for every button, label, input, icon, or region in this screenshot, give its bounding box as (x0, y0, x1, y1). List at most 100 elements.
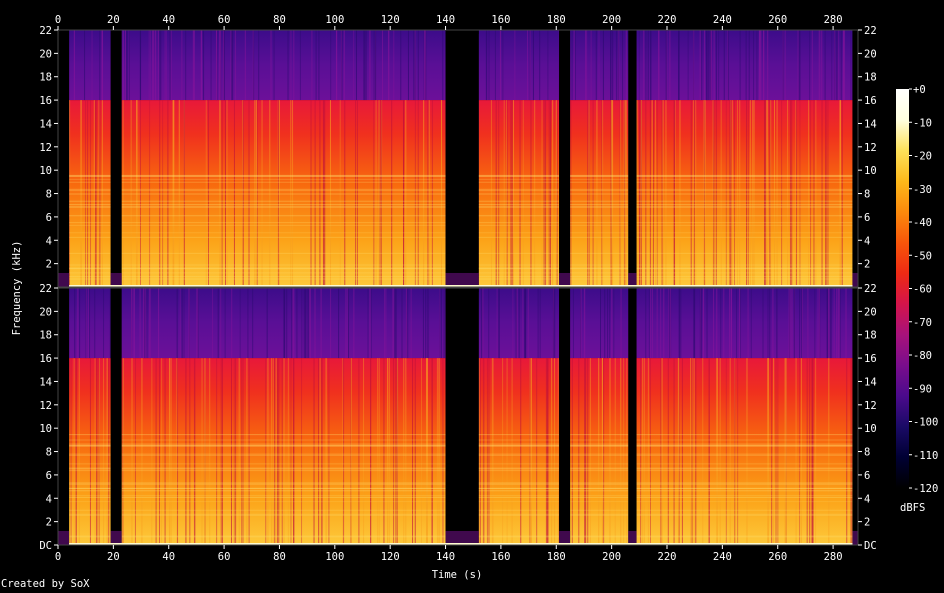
silent-segment (628, 288, 637, 545)
silent-segment-low (58, 272, 70, 287)
y-tick-label: 10 (39, 423, 52, 435)
y-tick-label: 12 (39, 400, 52, 412)
x-tick-label: 80 (273, 551, 286, 563)
y-tick-label: 4 (864, 493, 870, 505)
y-tick-label: 22 (864, 283, 877, 295)
y-tick-label: 20 (39, 306, 52, 318)
x-tick-label: 260 (768, 551, 787, 563)
colorbar-tick-label: -20 (913, 151, 932, 163)
y-tick-label: 20 (39, 48, 52, 60)
y-tick-label: 8 (46, 189, 52, 201)
x-tick-label: 260 (768, 14, 787, 26)
silent-segment (445, 288, 479, 545)
y-tick-label: 6 (46, 212, 52, 224)
y-tick-label: 14 (39, 118, 52, 130)
y-tick-label: 16 (864, 95, 877, 107)
x-tick-label: 100 (325, 14, 344, 26)
x-tick-label: 40 (162, 14, 175, 26)
y-tick-label: 6 (864, 470, 870, 482)
silent-segment (58, 288, 70, 545)
lf-band-segment (478, 358, 853, 545)
y-tick-label: 18 (864, 72, 877, 84)
y-tick-label: 22 (39, 25, 52, 37)
dc-line (69, 285, 853, 287)
colorbar-tick-label: -10 (913, 117, 932, 129)
x-tick-label: 200 (602, 14, 621, 26)
silent-segment (628, 30, 637, 287)
hf-band-segment (478, 288, 853, 359)
x-tick-label: 140 (436, 14, 455, 26)
x-tick-label: 20 (107, 14, 120, 26)
panel-frame (57, 29, 859, 288)
channel-panel-right (58, 288, 858, 545)
y-tick-label: 10 (864, 423, 877, 435)
x-tick-label: 120 (381, 14, 400, 26)
silent-segment-low (445, 530, 479, 545)
silent-segment-low (110, 272, 122, 287)
silent-segment-low (628, 530, 637, 545)
silent-segment (445, 30, 479, 287)
silent-segment (559, 30, 571, 287)
colorbar-tick-label: -70 (913, 317, 932, 329)
y-tick-label: 22 (864, 25, 877, 37)
y-tick-label: 4 (46, 235, 52, 247)
y-tick-label: 4 (46, 493, 52, 505)
x-tick-label: 240 (713, 551, 732, 563)
y-tick-label: 8 (864, 189, 870, 201)
colorbar-tick-label: -80 (913, 350, 932, 362)
y-tick-label: 22 (39, 283, 52, 295)
silent-segment (110, 30, 122, 287)
colorbar-tick-label: -120 (913, 483, 938, 495)
y-tick-label: 2 (864, 259, 870, 271)
silent-segment (559, 288, 571, 545)
colorbar-tick-label: -40 (913, 217, 932, 229)
y-axis-label: Frequency (kHz) (11, 241, 23, 336)
hf-band-segment (69, 30, 446, 101)
silent-segment-low (559, 272, 571, 287)
y-tick-label: 4 (864, 235, 870, 247)
silent-segment-low (110, 530, 122, 545)
y-tick-label: 14 (39, 376, 52, 388)
y-tick-label: 16 (864, 353, 877, 365)
x-tick-label: 120 (381, 551, 400, 563)
hf-band-segment (69, 288, 446, 359)
silent-segment-low (852, 530, 858, 545)
colorbar-label: dBFS (900, 502, 925, 514)
colorbar-tick-label: -50 (913, 250, 932, 262)
silent-segment-low (628, 272, 637, 287)
y-tick-label: 6 (864, 212, 870, 224)
channel-panel-left (57, 30, 858, 287)
x-tick-label: 160 (491, 14, 510, 26)
y-tick-label: 8 (46, 447, 52, 459)
x-tick-label: 20 (107, 551, 120, 563)
y-tick-label: 6 (46, 470, 52, 482)
colorbar-tick-label: -30 (913, 184, 932, 196)
x-tick-label: 180 (547, 551, 566, 563)
y-tick-label: DC (864, 540, 877, 552)
y-tick-label: 14 (864, 376, 877, 388)
x-tick-label: 220 (658, 14, 677, 26)
silent-segment-low (58, 530, 70, 545)
y-tick-label: 10 (864, 165, 877, 177)
x-tick-label: 280 (824, 551, 843, 563)
silent-segment (110, 288, 122, 545)
y-tick-label: 2 (46, 259, 52, 271)
credit-text: Created by SoX (1, 578, 90, 590)
x-tick-label: 140 (436, 551, 455, 563)
x-tick-label: 100 (325, 551, 344, 563)
y-tick-label: 8 (864, 447, 870, 459)
colorbar-scale (896, 89, 909, 488)
dc-line (69, 543, 853, 545)
silent-segment-low (445, 272, 479, 287)
y-tick-label: 10 (39, 165, 52, 177)
silent-segment (852, 30, 858, 287)
y-tick-label: 2 (864, 517, 870, 529)
y-tick-label: 12 (864, 400, 877, 412)
x-tick-label: 60 (218, 14, 231, 26)
x-axis-label: Time (s) (432, 569, 483, 581)
colorbar-tick-label: -60 (913, 284, 932, 296)
x-tick-label: 0 (55, 551, 61, 563)
colorbar-tick-label: -100 (913, 417, 938, 429)
colorbar-tick-label: +0 (913, 84, 926, 96)
